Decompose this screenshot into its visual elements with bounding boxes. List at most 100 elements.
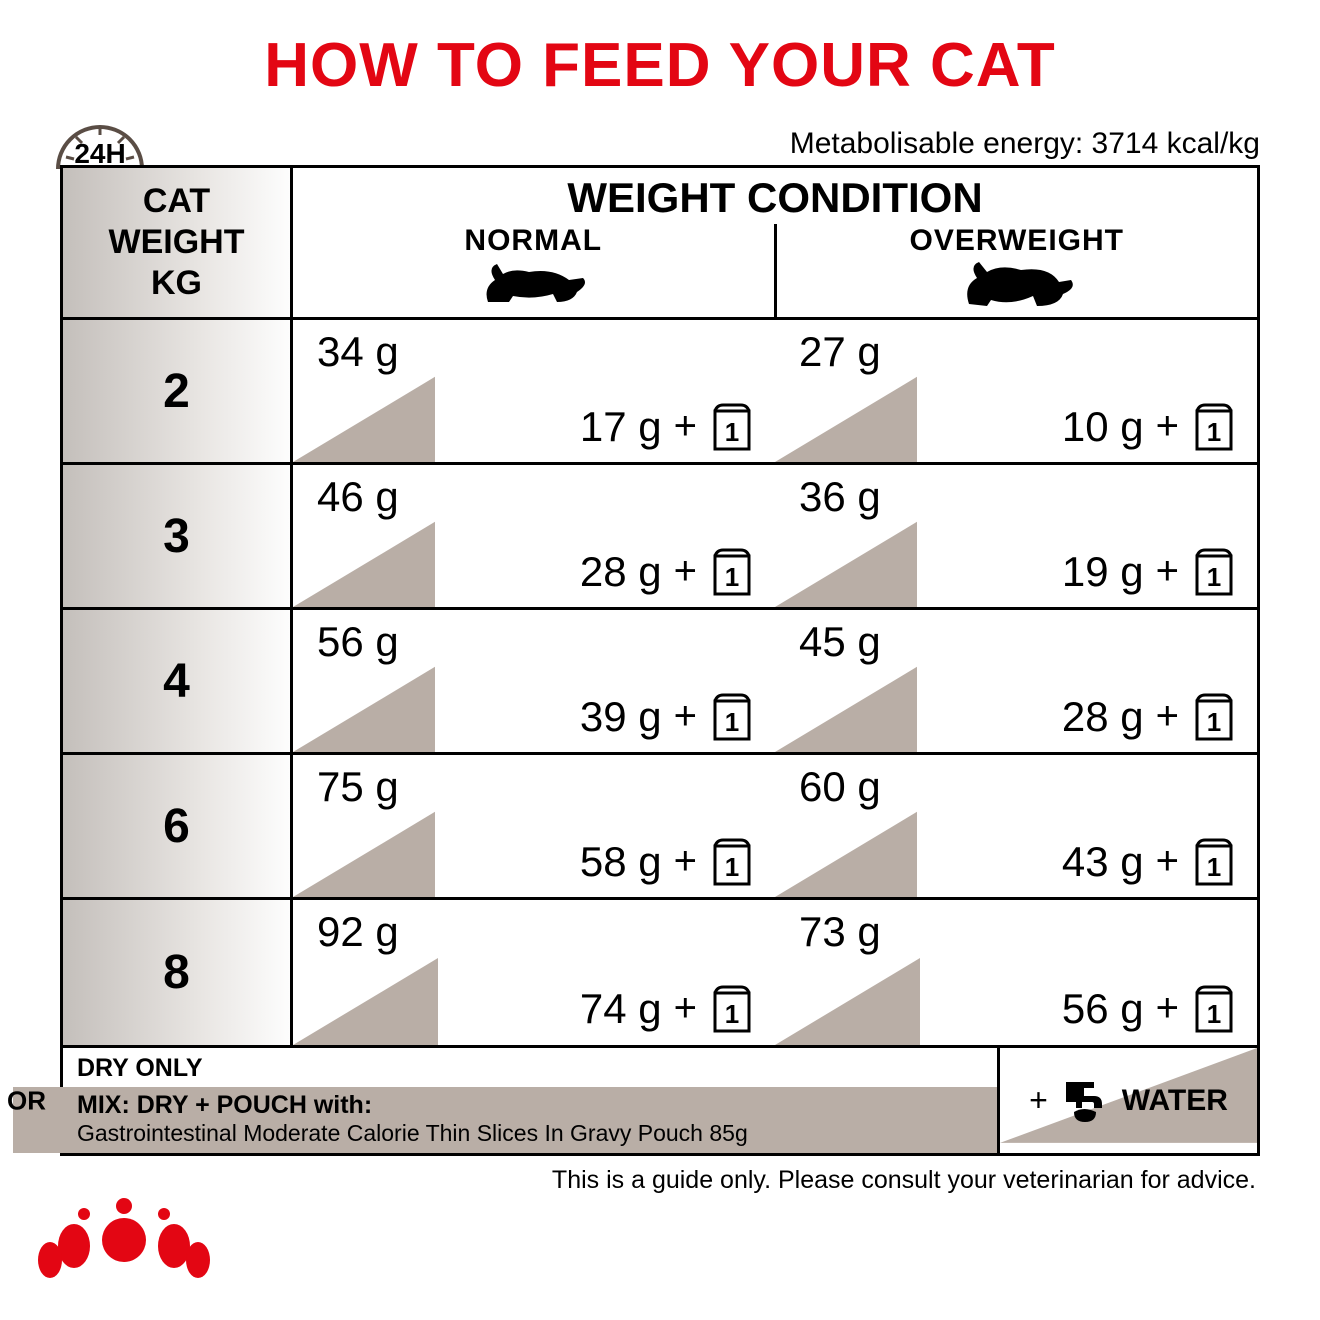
mix-grams: 74 g	[580, 985, 662, 1033]
mix-grams: 39 g	[580, 693, 662, 741]
weight-header-line: CAT	[63, 182, 290, 221]
weight-value: 6	[63, 755, 293, 897]
energy-text: Metabolisable energy: 3714 kcal/kg	[790, 127, 1260, 161]
table-row: 3 46 g 28 g + 1 36 g 19 g + 1	[63, 465, 1257, 610]
mix-value-row: 17 g + 1	[293, 391, 775, 462]
overweight-cell: 73 g 56 g + 1	[775, 900, 1257, 1045]
plus-icon: +	[674, 839, 697, 884]
legend-left: DRY ONLY MIX: DRY + POUCH with: Gastroin…	[63, 1048, 997, 1153]
normal-cell: 92 g 74 g + 1	[293, 900, 775, 1045]
pouch-icon: 1	[709, 983, 755, 1035]
weight-value: 8	[63, 900, 293, 1045]
cat-normal-icon	[473, 258, 593, 308]
condition-header: WEIGHT CONDITION NORMAL OVERWEIGHT	[293, 168, 1257, 317]
clock-24h-icon: 24H	[54, 113, 146, 173]
table-row: 8 92 g 74 g + 1 73 g 56 g + 1	[63, 900, 1257, 1045]
water-label: WATER	[1122, 1084, 1228, 1118]
or-label: OR	[7, 1085, 46, 1116]
cat-overweight-icon	[957, 258, 1077, 308]
svg-text:1: 1	[1207, 562, 1221, 592]
weight-value: 4	[63, 610, 293, 752]
weight-value: 2	[63, 320, 293, 462]
overweight-cell: 36 g 19 g + 1	[775, 465, 1257, 607]
normal-label: NORMAL	[464, 224, 602, 258]
mix-value-row: 39 g + 1	[293, 681, 775, 752]
mix-grams: 58 g	[580, 838, 662, 886]
pouch-icon: 1	[709, 691, 755, 743]
mix-value-row: 10 g + 1	[775, 391, 1257, 462]
plus-icon: +	[1156, 986, 1179, 1031]
mix-grams: 17 g	[580, 403, 662, 451]
mix-value-row: 19 g + 1	[775, 536, 1257, 607]
pouch-icon: 1	[1191, 401, 1237, 453]
normal-cell: 46 g 28 g + 1	[293, 465, 775, 607]
legend-row: OR DRY ONLY MIX: DRY + POUCH with: Gastr…	[63, 1045, 1257, 1153]
svg-text:1: 1	[1207, 417, 1221, 447]
table-header: CAT WEIGHT KG WEIGHT CONDITION NORMAL OV…	[63, 168, 1257, 320]
royal-canin-crown-icon	[34, 1196, 214, 1286]
plus-icon: +	[1156, 549, 1179, 594]
mix-grams: 43 g	[1062, 838, 1144, 886]
mix-value-row: 56 g + 1	[775, 973, 1257, 1046]
table-row: 4 56 g 39 g + 1 45 g 28 g + 1	[63, 610, 1257, 755]
svg-text:1: 1	[725, 562, 739, 592]
plus-icon: +	[1156, 839, 1179, 884]
svg-text:1: 1	[1207, 707, 1221, 737]
mix-grams: 10 g	[1062, 403, 1144, 451]
mix-value-row: 74 g + 1	[293, 973, 775, 1046]
weight-value: 3	[63, 465, 293, 607]
plus-icon: +	[674, 549, 697, 594]
svg-text:1: 1	[725, 999, 739, 1029]
normal-header: NORMAL	[293, 224, 777, 317]
mix-grams: 28 g	[580, 548, 662, 596]
overweight-cell: 45 g 28 g + 1	[775, 610, 1257, 752]
feeding-table: CAT WEIGHT KG WEIGHT CONDITION NORMAL OV…	[60, 165, 1260, 1156]
mix-value-row: 28 g + 1	[775, 681, 1257, 752]
condition-title: WEIGHT CONDITION	[293, 168, 1257, 224]
pouch-icon: 1	[709, 546, 755, 598]
svg-text:1: 1	[725, 417, 739, 447]
pouch-icon: 1	[1191, 983, 1237, 1035]
overweight-label: OVERWEIGHT	[910, 224, 1124, 258]
mix-grams: 56 g	[1062, 985, 1144, 1033]
svg-text:1: 1	[1207, 999, 1221, 1029]
weight-header-line: KG	[63, 264, 290, 303]
pouch-icon: 1	[1191, 836, 1237, 888]
plus-icon: +	[1156, 694, 1179, 739]
overweight-header: OVERWEIGHT	[777, 224, 1258, 317]
svg-text:1: 1	[1207, 852, 1221, 882]
plus-icon: +	[674, 404, 697, 449]
mix-value-row: 43 g + 1	[775, 826, 1257, 897]
water-tap-icon	[1060, 1076, 1110, 1126]
mix-grams: 19 g	[1062, 548, 1144, 596]
overweight-cell: 60 g 43 g + 1	[775, 755, 1257, 897]
mix-product: Gastrointestinal Moderate Calorie Thin S…	[77, 1120, 987, 1147]
pouch-icon: 1	[709, 836, 755, 888]
pouch-icon: 1	[1191, 546, 1237, 598]
plus-icon: +	[1029, 1082, 1048, 1119]
normal-cell: 75 g 58 g + 1	[293, 755, 775, 897]
disclaimer-text: This is a guide only. Please consult you…	[60, 1166, 1260, 1195]
table-row: 6 75 g 58 g + 1 60 g 43 g + 1	[63, 755, 1257, 900]
dry-only-label: DRY ONLY	[77, 1054, 987, 1083]
pouch-icon: 1	[1191, 691, 1237, 743]
plus-icon: +	[674, 694, 697, 739]
page-title: HOW TO FEED YOUR CAT	[60, 30, 1260, 101]
plus-icon: +	[674, 986, 697, 1031]
plus-icon: +	[1156, 404, 1179, 449]
mix-label: MIX: DRY + POUCH with:	[77, 1091, 987, 1120]
pouch-icon: 1	[709, 401, 755, 453]
weight-header: CAT WEIGHT KG	[63, 168, 293, 317]
normal-cell: 34 g 17 g + 1	[293, 320, 775, 462]
svg-text:1: 1	[725, 852, 739, 882]
overweight-cell: 27 g 10 g + 1	[775, 320, 1257, 462]
table-row: 2 34 g 17 g + 1 27 g 10 g + 1	[63, 320, 1257, 465]
weight-header-line: WEIGHT	[63, 223, 290, 262]
top-bar: 24H Metabolisable energy: 3714 kcal/kg	[60, 119, 1260, 165]
svg-text:1: 1	[725, 707, 739, 737]
mix-grams: 28 g	[1062, 693, 1144, 741]
water-cell: + WATER	[997, 1048, 1257, 1153]
mix-value-row: 28 g + 1	[293, 536, 775, 607]
normal-cell: 56 g 39 g + 1	[293, 610, 775, 752]
mix-value-row: 58 g + 1	[293, 826, 775, 897]
